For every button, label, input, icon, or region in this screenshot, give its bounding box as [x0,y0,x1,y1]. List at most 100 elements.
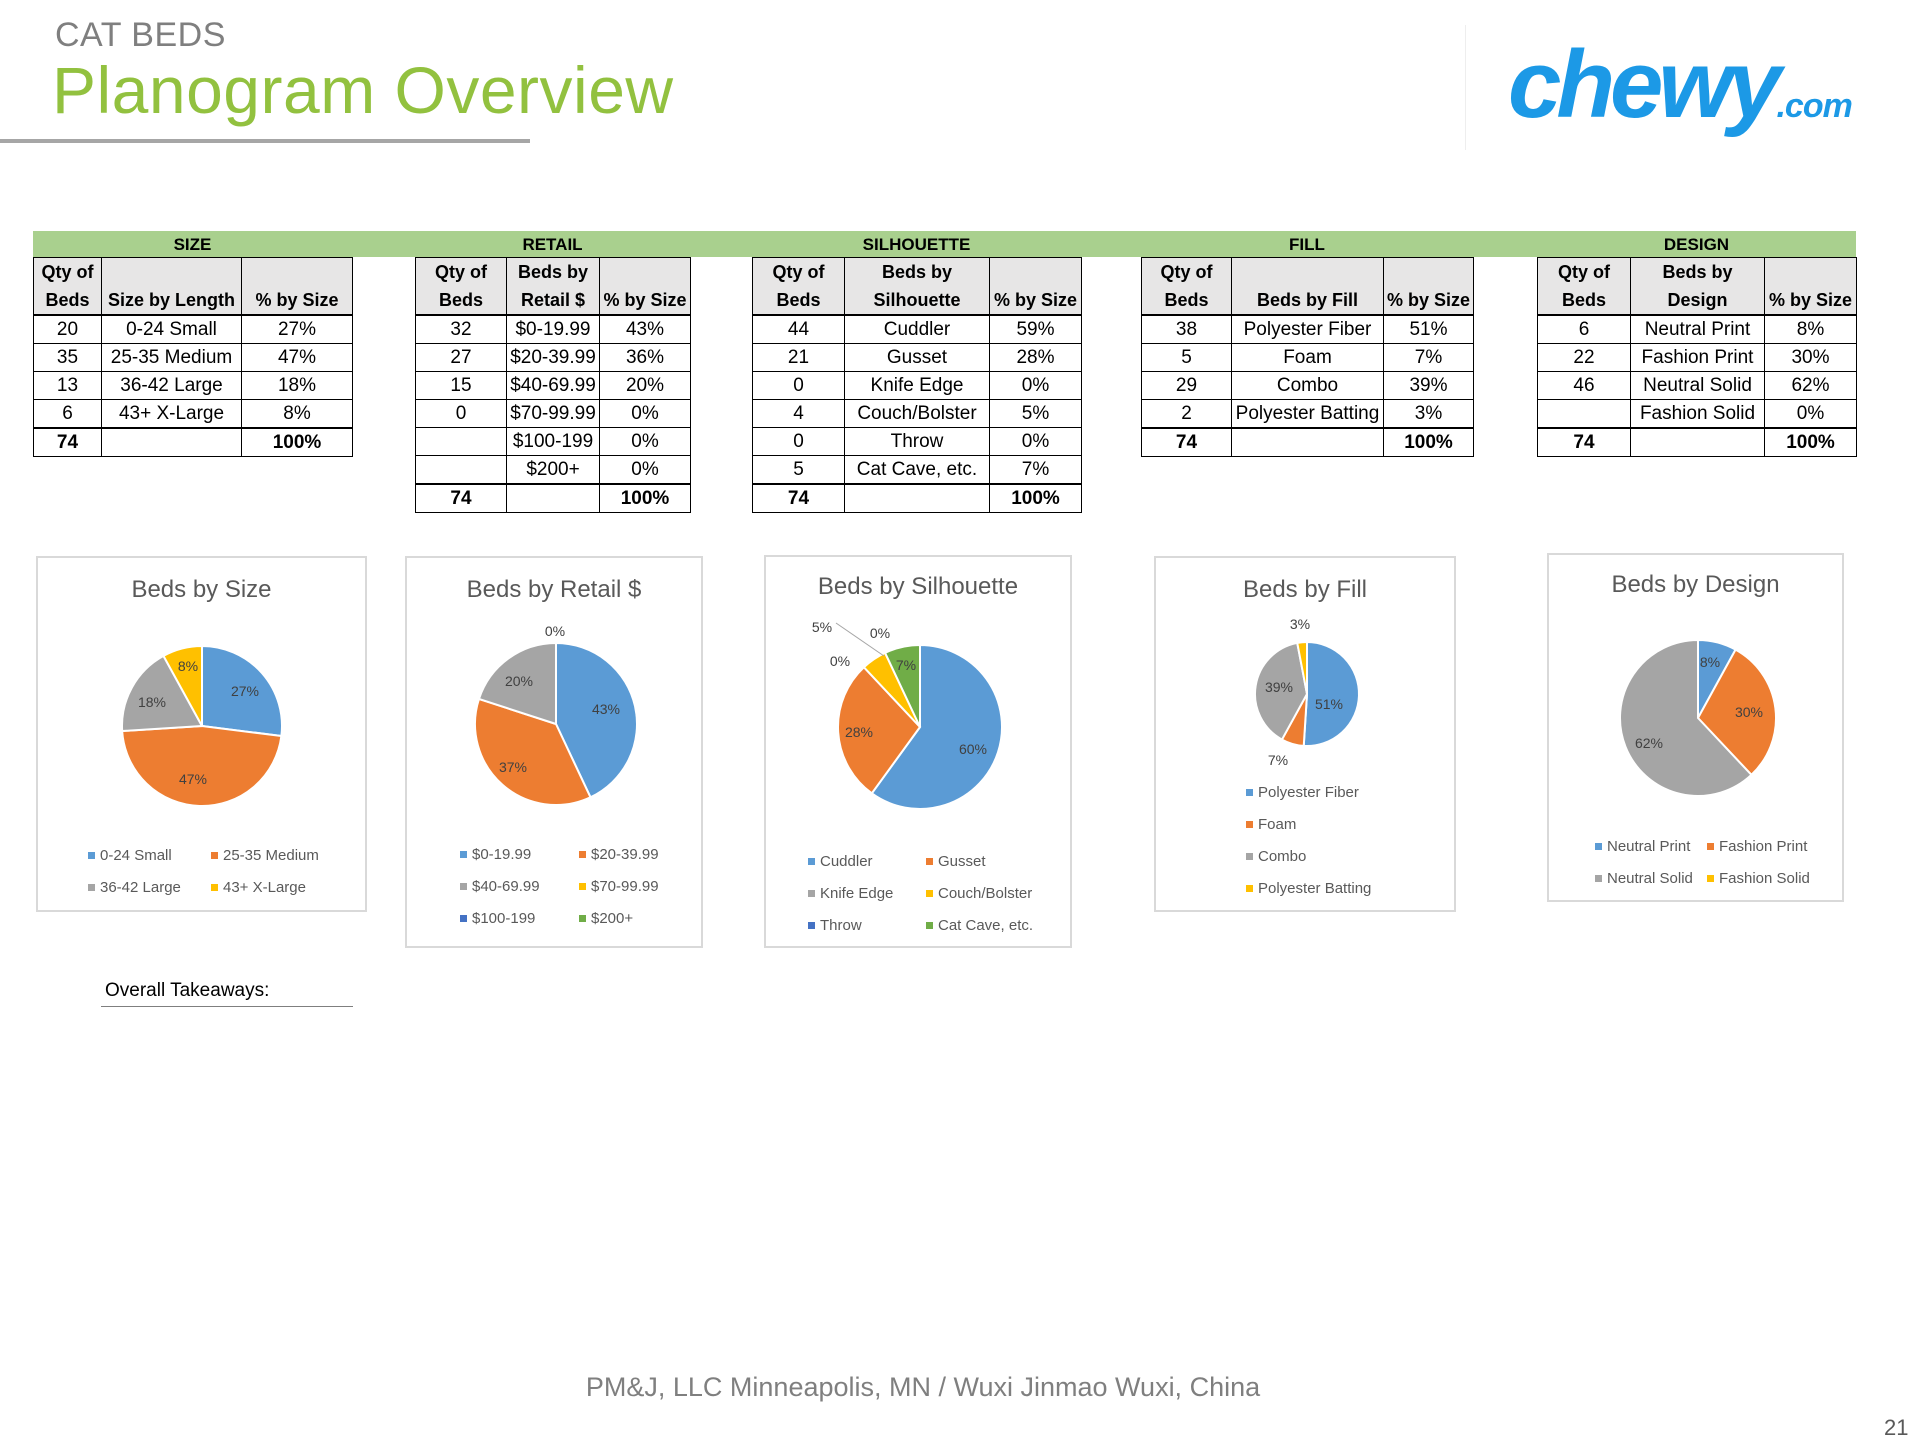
legend-item: Gusset [926,846,1044,878]
legend-item: 25-35 Medium [211,840,334,872]
pie-slice [1696,648,1777,777]
table-cell: 0% [1764,399,1857,429]
column-header: Beds by Fill [1231,257,1384,316]
legend-swatch-icon [1707,874,1714,882]
section-label-size: SIZE [173,235,212,254]
table-cell: Cat Cave, etc. [844,455,990,485]
table-cell: 43+ X-Large [101,399,242,429]
table-cell: 5 [752,455,845,485]
table-total-row: 74 100% [752,483,1082,513]
table-retail: Qty of Beds Beds by Retail $ % by Size 32 $0-… [415,257,691,513]
legend-swatch-icon [1246,884,1253,892]
legend-item: $20-39.99 [579,839,698,871]
legend-swatch-icon [926,921,933,929]
data-label: 5% [812,619,832,635]
legend-swatch-icon [88,851,95,859]
chart-beds-by-silhouette: 60% 28% 0% 5% 0% 7% Beds by Silhouette Cuddler G… [764,555,1072,948]
legend-label: $200+ [591,910,634,927]
table-cell: 59% [989,314,1082,344]
legend-item: Fashion Print [1707,831,1819,863]
table-cell: 0% [989,427,1082,456]
table-cell: 6 [33,399,102,429]
table-cell: $40-69.99 [506,371,600,400]
column-header-line: Beds [1561,290,1606,310]
data-label: 3% [1290,616,1310,632]
chart-beds-by-size: 27% 47% 18% 8% Beds by Size 0-24 Small 25-35 M… [36,556,367,912]
legend-label: Polyester Batting [1258,880,1372,897]
total-cell: 74 [1537,427,1631,457]
data-label: 60% [959,741,987,757]
legend-item: Neutral Solid [1595,863,1707,895]
table-row: 0 Knife Edge 0% [752,371,1082,400]
table-cell: 22 [1537,343,1631,372]
data-label: 0% [870,625,890,641]
table-cell: 36% [599,343,691,372]
table-cell: 0% [599,399,691,428]
legend-label: Couch/Bolster [938,885,1033,902]
column-header: Qty of Beds [1141,257,1232,316]
table-cell: 44 [752,314,845,344]
table-cell: 36-42 Large [101,371,242,400]
legend-label: $100-199 [472,910,536,927]
legend-label: $20-39.99 [591,846,659,863]
table-cell: 0-24 Small [101,314,242,344]
data-label: 20% [505,673,533,689]
table-header-row: Qty of Beds Beds by Silhouette % by Size [752,257,1082,316]
legend-item: Combo [1246,841,1446,873]
table-cell: 0% [599,427,691,456]
legend-item: $0-19.99 [460,839,579,871]
data-label: 30% [1735,704,1763,720]
legend-item: Polyester Fiber [1246,777,1446,809]
table-row: 46 Neutral Solid 62% [1537,371,1857,400]
legend-swatch-icon [579,914,586,922]
column-header: Qty of Beds [415,257,507,316]
pie-slice [1254,641,1309,741]
column-header: % by Size [1383,257,1474,316]
pie-slice [474,697,592,806]
data-label: 47% [179,771,207,787]
table-row: 15 $40-69.99 20% [415,371,691,400]
table-row: 29 Combo 39% [1141,371,1474,400]
table-row: 38 Polyester Fiber 51% [1141,314,1474,344]
chart-title: Beds by Design [1611,571,1780,598]
legend-item: Knife Edge [808,878,926,910]
legend-item: Polyester Batting [1246,873,1446,905]
column-header: Qty of Beds [752,257,845,316]
section-label-retail: RETAIL [522,235,583,254]
pie-slice [477,641,557,726]
legend-swatch-icon [808,889,815,897]
column-header-line: Silhouette [873,290,961,310]
legend-swatch-icon [579,882,586,890]
legend-item: $100-199 [460,903,579,935]
legend-swatch-icon [1246,820,1253,828]
legend-item: Foam [1246,809,1446,841]
section-label-fill: FILL [1289,235,1325,254]
legend-label: 0-24 Small [100,847,172,864]
legend-label: Combo [1258,848,1307,865]
table-size: Qty of Beds Size by Length % by Size 20 0-2… [33,257,353,457]
table-cell: 20% [599,371,691,400]
table-cell: $70-99.99 [506,399,600,428]
column-header-line: Beds [776,290,821,310]
table-cell: Foam [1231,343,1384,372]
table-cell: 2 [1141,399,1232,429]
table-cell: Cuddler [844,314,990,344]
table-total-row: 74 100% [33,427,353,457]
pie-svg: 8% 30% 62% [1619,638,1777,797]
legend-label: Cuddler [820,853,873,870]
table-total-row: 74 100% [1537,427,1857,457]
legend-item: 43+ X-Large [211,872,334,904]
total-cell [844,483,990,513]
pie-slice [883,643,921,728]
legend-label: Neutral Solid [1607,870,1693,887]
pie-slice [1619,638,1753,797]
column-header-line: % by Size [993,290,1078,310]
legend-swatch-icon [460,850,467,858]
legend-swatch-icon [211,851,218,859]
legend-label: Fashion Solid [1719,870,1810,887]
table-row: 6 Neutral Print 8% [1537,314,1857,344]
table-row: 22 Fashion Print 30% [1537,343,1857,372]
column-header-line [243,258,352,286]
table-cell: Polyester Batting [1231,399,1384,429]
legend-item: Couch/Bolster [926,878,1044,910]
